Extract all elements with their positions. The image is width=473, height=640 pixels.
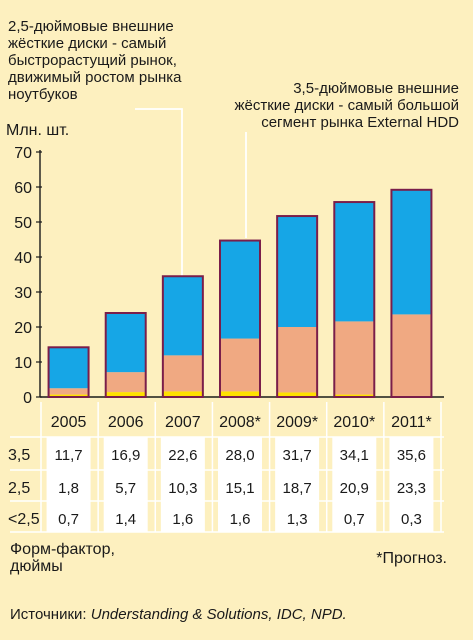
y-tick-label: 40 [14, 250, 32, 267]
bar-outline [104, 312, 147, 398]
annotation-line: 2,5-дюймовые внешние [8, 18, 174, 35]
table-row-label: 3,5 [8, 447, 30, 464]
table-cell: 1,4 [115, 511, 136, 528]
bar-segment [48, 394, 89, 397]
x-tick-label: 2011* [391, 414, 432, 431]
bar-segment [48, 347, 89, 389]
x-tick-label: 2008* [219, 414, 261, 431]
table-cell: 1,3 [287, 511, 308, 528]
table-cell: 10,3 [168, 480, 197, 497]
x-tick-label: 2010* [333, 414, 375, 431]
annotation-line: жёсткие диски - самый [8, 35, 167, 52]
table-row-label: 2,5 [8, 480, 30, 497]
bar-segment [162, 355, 203, 392]
bar-segment [334, 321, 375, 395]
table-cell: 16,9 [111, 447, 140, 464]
annotation-line: сегмент рынка External HDD [261, 114, 459, 131]
source-prefix: Источники: [10, 606, 91, 623]
form-factor-line: Форм-фактор, [10, 541, 115, 558]
table-cell: 28,0 [225, 447, 254, 464]
y-tick-label: 20 [14, 320, 32, 337]
table-cell: 5,7 [115, 480, 136, 497]
table-cell: 0,7 [58, 511, 79, 528]
y-tick-label: 70 [14, 145, 32, 162]
x-tick-label: 2009* [276, 414, 318, 431]
form-factor-line: дюймы [10, 558, 63, 575]
forecast-note: *Прогноз. [376, 550, 447, 567]
bar-segment [391, 314, 432, 396]
table-column-band [275, 437, 320, 532]
form-factor-label: Форм-фактор, дюймы [10, 541, 115, 575]
bar-segment [162, 276, 203, 356]
y-tick-label: 60 [14, 180, 32, 197]
y-axis-unit: Млн. шт. [6, 122, 70, 139]
table-cell: 34,1 [340, 447, 369, 464]
table-cell: 0,7 [344, 511, 365, 528]
bar-segment [334, 394, 375, 397]
x-tick-label: 2005 [51, 414, 87, 431]
bar-segment [162, 391, 203, 397]
bar-segment [105, 372, 146, 393]
table-cell: 1,6 [230, 511, 251, 528]
bar-segment [220, 240, 260, 339]
y-tick-label: 50 [14, 215, 32, 232]
source-line: Источники: Understanding & Solutions, ID… [10, 606, 347, 623]
annotation-2-5-inch: 2,5-дюймовые внешние жёсткие диски - сам… [8, 18, 182, 103]
table-column-band [218, 437, 262, 532]
table-cell: 11,7 [55, 447, 83, 464]
table-cell: 20,9 [340, 480, 369, 497]
bar-segment [220, 391, 260, 397]
bar-segment [277, 327, 318, 393]
y-tick-label: 10 [14, 355, 32, 372]
annotation-line: 3,5-дюймовые внешние [293, 80, 459, 97]
table-column-band [103, 437, 148, 532]
table-cell: 18,7 [283, 480, 312, 497]
x-tick-label: 2007 [165, 414, 201, 431]
annotation-line: жёсткие диски - самый большой [234, 97, 459, 114]
bar-outline [161, 275, 204, 398]
y-tick-label: 0 [23, 390, 32, 407]
annotation-3-5-inch: 3,5-дюймовые внешние жёсткие диски - сам… [234, 80, 459, 131]
table-cell: 31,7 [283, 447, 312, 464]
table-row-label: <2,5 [8, 511, 40, 528]
annotation-line: быстрорастущий рынок, [8, 52, 177, 69]
bar-segment [391, 189, 432, 315]
x-tick-label: 2006 [108, 414, 144, 431]
table-cell: 1,6 [172, 511, 193, 528]
bar-outline [276, 215, 319, 398]
table-column-band [160, 437, 205, 532]
bar-outline [219, 239, 261, 398]
table-column-band [46, 437, 91, 532]
table-cell: 15,1 [225, 480, 254, 497]
bar-segment [334, 202, 375, 322]
bar-segment [277, 216, 318, 327]
table-cell: 23,3 [397, 480, 426, 497]
table-cell: 22,6 [168, 447, 197, 464]
bar-outline [333, 201, 376, 398]
bar-segment [105, 392, 146, 397]
table-column-band [332, 437, 377, 532]
y-tick-label: 30 [14, 285, 32, 302]
bar-segment [48, 388, 89, 395]
stacked-bar-chart: 0 10 20 30 40 50 60 70 2005 2006 2007 2008* 2009* 20… [8, 108, 444, 533]
bar-segment [220, 338, 260, 392]
table-cell: 35,6 [397, 447, 426, 464]
bar-outline [390, 188, 433, 398]
bar-segment [105, 313, 146, 373]
bar-outline [47, 346, 90, 398]
table-cell: 0,3 [401, 511, 422, 528]
annotation-line: движимый ростом рынка [8, 69, 182, 86]
source-names: Understanding & Solutions, IDC, NPD. [90, 606, 347, 623]
table-cell: 1,8 [58, 480, 79, 497]
bar-segment [277, 392, 318, 397]
annotation-leader-2-5 [135, 108, 183, 355]
annotation-line: ноутбуков [8, 86, 78, 103]
table-column-band [389, 437, 434, 532]
